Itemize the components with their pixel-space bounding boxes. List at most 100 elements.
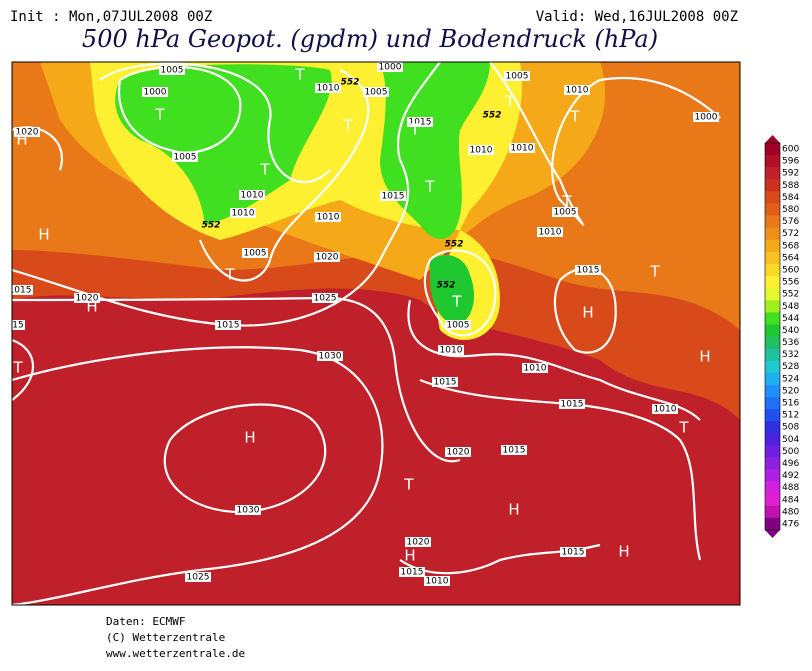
- isobar-label: 1020: [407, 538, 430, 548]
- label-box: [537, 227, 563, 237]
- pressure-center: T: [12, 359, 23, 377]
- isobar-label: 1010: [317, 84, 340, 94]
- isobar: [489, 62, 721, 226]
- isobar-label: 1005: [174, 153, 197, 163]
- label-box: [239, 190, 265, 200]
- colorbar-label: 572: [782, 229, 799, 239]
- isobar-label: 1000: [695, 113, 718, 123]
- label-box: [509, 143, 535, 153]
- colorbar-cap: [765, 135, 780, 143]
- isobar-label: 1005: [447, 321, 470, 331]
- colorbar-label: 484: [782, 495, 799, 505]
- label-box: [172, 152, 198, 162]
- label-box: [432, 377, 458, 387]
- label-box: [438, 345, 464, 355]
- label-box: [12, 320, 25, 330]
- label-box: [74, 293, 100, 303]
- colorbar-label: 480: [782, 507, 799, 517]
- label-box: [652, 404, 678, 414]
- footer-data: Daten: ECMWF: [106, 615, 185, 628]
- colorbar-swatch: [765, 167, 780, 180]
- isobar: [407, 299, 701, 421]
- isobar-label: 1005: [554, 208, 577, 218]
- isobar-label: 1025: [314, 294, 337, 304]
- colorbar-label: 548: [782, 302, 799, 312]
- colorbar-swatch: [765, 517, 780, 531]
- colorbar-label: 600: [782, 145, 799, 155]
- colorbar-label: 584: [782, 193, 799, 203]
- label-box: [230, 208, 256, 218]
- colorbar-swatch: [765, 155, 780, 168]
- label-box: [380, 191, 406, 201]
- colorbar-swatch: [765, 179, 780, 192]
- pressure-center: T: [403, 476, 414, 494]
- label-box: [405, 537, 431, 547]
- pressure-center: H: [404, 547, 415, 565]
- colorbar-label: 496: [782, 459, 799, 469]
- label-box: [363, 87, 389, 97]
- isobar-label: 1020: [76, 294, 99, 304]
- label-box: [560, 547, 586, 557]
- colorbar-swatch: [765, 324, 780, 337]
- label-box: [142, 87, 168, 97]
- colorbar-swatch: [765, 288, 780, 301]
- geopotential-label: 552: [202, 221, 221, 231]
- isobar-label: 1010: [232, 209, 255, 219]
- colorbar-label: 476: [782, 519, 799, 529]
- label-box: [559, 399, 585, 409]
- colorbar-label: 568: [782, 241, 799, 251]
- colorbar-swatch: [765, 384, 780, 398]
- isobar-label: 1030: [319, 352, 342, 362]
- label-box: [315, 83, 341, 93]
- pressure-center: T: [409, 121, 420, 139]
- label-box: [14, 127, 40, 137]
- label-box: [242, 248, 268, 258]
- label-box: [399, 567, 425, 577]
- isobar: [419, 378, 702, 561]
- map-title: 500 hPa Geopot. (gpdm) und Bodendruck (h…: [82, 25, 658, 53]
- colorbar-swatch: [765, 409, 780, 422]
- map: 1005 1000 1005 1010 1010 1005 1010 1005 1000 1005…: [11, 61, 741, 606]
- colorbar-swatch: [765, 445, 780, 458]
- label-box: [12, 285, 33, 295]
- colorbar-swatch: [765, 312, 780, 325]
- colorbar-label: 524: [782, 374, 799, 384]
- pressure-center: T: [259, 161, 270, 179]
- label-box: [501, 445, 527, 455]
- pressure-center: T: [649, 263, 660, 281]
- colorbar-swatch: [765, 457, 780, 471]
- colorbar-swatch: [765, 300, 780, 313]
- isobar-label: 1000: [144, 88, 167, 98]
- isobar-label: 1020: [316, 253, 339, 263]
- geopotential-label: 552: [437, 281, 456, 291]
- colorbar-swatch: [765, 360, 780, 374]
- pressure-center: T: [678, 419, 689, 437]
- valid-time: Valid: Wed,16JUL2008 00Z: [536, 9, 738, 25]
- colorbar-label: 552: [782, 290, 799, 300]
- colorbar: 600 596 592 588 584 580 576 572 568 564 560 556 552 5…: [764, 135, 799, 538]
- label-box: [185, 572, 211, 582]
- isobar: [12, 338, 35, 401]
- colorbar-label: 564: [782, 253, 799, 263]
- pressure-center: H: [86, 298, 97, 316]
- colorbar-swatch: [765, 251, 780, 265]
- colorbar-swatch: [765, 227, 780, 241]
- isobar: [163, 403, 327, 514]
- isobar-label: 1010: [539, 228, 562, 238]
- isobar-label: 1015: [217, 321, 240, 331]
- pressure-center: H: [618, 543, 629, 561]
- colorbar-label: 560: [782, 265, 799, 275]
- pressure-center: T: [424, 178, 435, 196]
- map-frame: [11, 61, 741, 606]
- label-box: [693, 112, 719, 122]
- isobar-label: 1010: [654, 405, 677, 415]
- isobar-label: 1015: [577, 266, 600, 276]
- isobar-label: 1015: [401, 568, 424, 578]
- isobar-label: 1005: [244, 249, 267, 259]
- isobar: [12, 296, 461, 463]
- isobar: [423, 249, 497, 337]
- colorbar-label: 544: [782, 314, 799, 324]
- colorbar-label: 532: [782, 350, 799, 360]
- zone-540: [430, 255, 475, 325]
